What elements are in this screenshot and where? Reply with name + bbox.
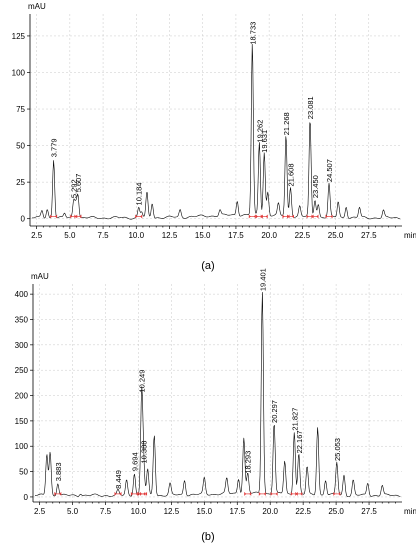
y-tick-label: 0	[21, 215, 26, 224]
peak-label: 10.249	[138, 370, 147, 393]
x-tick-label: 5.0	[67, 507, 79, 516]
x-tick-label: 2.5	[34, 507, 46, 516]
peak-label: 5.292	[70, 179, 79, 198]
peak-label: 19.262	[255, 120, 264, 143]
x-tick-label: 25.0	[328, 231, 344, 240]
x-tick-label: 10.0	[131, 507, 147, 516]
y-tick-label: 0	[24, 493, 29, 502]
peak-integration-mark	[311, 214, 319, 219]
peak-label: 18.293	[244, 451, 253, 474]
peak-label: 19.401	[258, 268, 267, 291]
peak-label: 3.883	[54, 462, 63, 481]
peak-integration-mark	[50, 214, 58, 219]
peak-label: 10.184	[135, 183, 144, 206]
peak-label: 3.779	[50, 138, 59, 157]
x-tick-label: 12.5	[162, 231, 178, 240]
peak-label: 23.450	[311, 175, 320, 198]
x-tick-label: 10.0	[128, 231, 144, 240]
peak-integration-mark	[244, 491, 252, 496]
chromatogram-panel-a: 2.5 5.0 7.5 10.0 12.5 15.0 17.5 20.0 22.5 25.0 27.…	[12, 2, 416, 272]
y-tick-label: 25	[16, 178, 25, 187]
peak-label: 23.081	[306, 96, 315, 119]
peak-integration-mark	[248, 214, 256, 219]
peak-label: 24.507	[325, 159, 334, 182]
y-tick-label: 300	[15, 341, 29, 350]
y-tick-label: 75	[16, 105, 25, 114]
peak-label: 18.733	[248, 22, 257, 45]
peak-integration-mark	[333, 491, 341, 496]
y-axis-unit: mAU	[31, 272, 49, 281]
peak-label: 22.167	[295, 430, 304, 453]
x-tick-label: 25.0	[328, 507, 344, 516]
x-tick-label: 17.5	[229, 507, 245, 516]
panel-label: (b)	[201, 531, 214, 543]
peak-integration-mark	[325, 214, 333, 219]
x-tick-label: 22.5	[295, 231, 311, 240]
peak-integration-mark	[270, 491, 278, 496]
peak-integration-mark	[54, 491, 62, 496]
peak-label: 21.608	[287, 163, 296, 186]
x-axis-unit: min	[404, 507, 416, 516]
y-tick-label: 125	[12, 32, 26, 41]
chromatogram-trace	[31, 43, 401, 220]
x-tick-label: 2.5	[31, 231, 43, 240]
peak-integration-mark	[287, 214, 295, 219]
x-tick-label: 7.5	[98, 231, 110, 240]
peak-label: 20.297	[270, 400, 279, 423]
y-tick-label: 100	[15, 442, 29, 451]
peak-label: 9.694	[130, 452, 139, 471]
peak-label: 5.607	[74, 174, 83, 193]
peak-label: 21.268	[282, 112, 291, 135]
y-tick-label: 400	[15, 290, 29, 299]
x-tick-label: 27.5	[361, 231, 377, 240]
y-tick-label: 200	[15, 392, 29, 401]
y-tick-label: 350	[15, 315, 29, 324]
x-tick-label: 27.5	[361, 507, 377, 516]
peak-integration-mark	[74, 214, 82, 219]
x-tick-label: 5.0	[64, 231, 76, 240]
y-tick-label: 100	[12, 68, 26, 77]
x-tick-label: 20.0	[261, 231, 277, 240]
x-tick-label: 22.5	[295, 507, 311, 516]
x-tick-label: 12.5	[164, 507, 180, 516]
chromatogram-panel-b: 2.5 5.0 7.5 10.0 12.5 15.0 17.5 20.0 22.5 25.0 27.…	[15, 268, 416, 543]
peak-integration-mark	[130, 491, 138, 496]
peak-integration-mark	[258, 491, 266, 496]
peak-label: 25.053	[333, 438, 342, 461]
peak-integration-mark	[135, 214, 143, 219]
y-tick-label: 50	[16, 142, 25, 151]
y-tick-label: 50	[19, 468, 28, 477]
peak-label: 19.631	[260, 130, 269, 153]
peak-label: 21.827	[290, 408, 299, 431]
x-axis-unit: min	[404, 231, 416, 240]
y-tick-label: 150	[15, 417, 29, 426]
peak-integration-mark	[260, 214, 268, 219]
x-tick-label: 17.5	[228, 231, 244, 240]
chromatogram-trace	[35, 291, 401, 498]
y-axis-unit: mAU	[28, 2, 46, 11]
peak-label: 8.449	[114, 470, 123, 489]
peak-integration-mark	[295, 491, 303, 496]
x-tick-label: 20.0	[262, 507, 278, 516]
peak-integration-mark	[114, 491, 122, 496]
x-tick-label: 7.5	[100, 507, 112, 516]
x-tick-label: 15.0	[197, 507, 213, 516]
peak-label: 10.388	[140, 441, 149, 464]
y-tick-label: 250	[15, 366, 29, 375]
panel-label: (a)	[201, 260, 214, 272]
peak-integration-mark	[140, 491, 148, 496]
x-tick-label: 15.0	[195, 231, 211, 240]
